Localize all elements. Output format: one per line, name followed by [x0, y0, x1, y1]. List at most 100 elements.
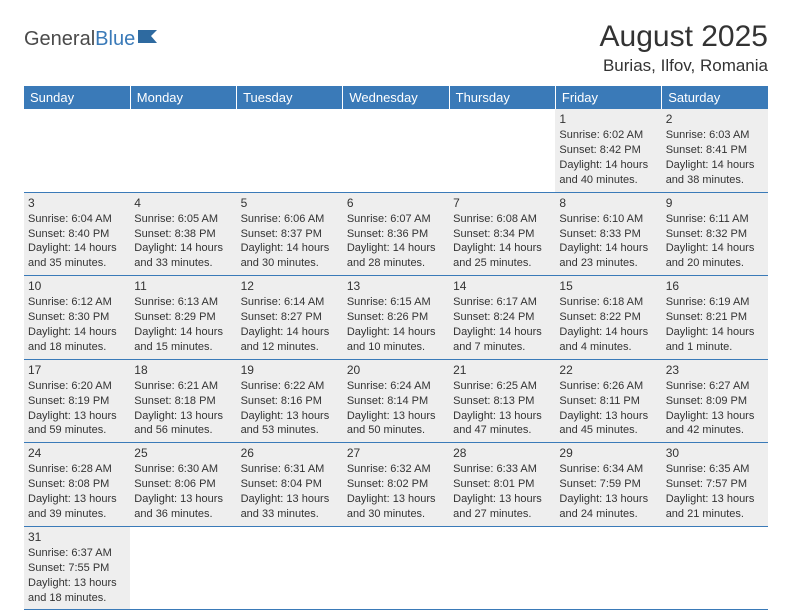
- sunset-text: Sunset: 8:08 PM: [28, 477, 126, 492]
- sunset-text: Sunset: 8:26 PM: [347, 310, 445, 325]
- calendar-day-cell: 26Sunrise: 6:31 AMSunset: 8:04 PMDayligh…: [237, 443, 343, 527]
- daylight-text: Daylight: 14 hours and 35 minutes.: [28, 241, 126, 271]
- calendar-day-cell: 15Sunrise: 6:18 AMSunset: 8:22 PMDayligh…: [555, 276, 661, 360]
- calendar-day-cell: 12Sunrise: 6:14 AMSunset: 8:27 PMDayligh…: [237, 276, 343, 360]
- day-number: 22: [559, 362, 657, 379]
- daylight-text: Daylight: 13 hours and 30 minutes.: [347, 492, 445, 522]
- day-number: 12: [241, 278, 339, 295]
- day-number: 15: [559, 278, 657, 295]
- daylight-text: Daylight: 14 hours and 33 minutes.: [134, 241, 232, 271]
- sunset-text: Sunset: 8:06 PM: [134, 477, 232, 492]
- sunset-text: Sunset: 8:37 PM: [241, 227, 339, 242]
- sunset-text: Sunset: 8:27 PM: [241, 310, 339, 325]
- title-block: August 2025 Burias, Ilfov, Romania: [600, 20, 768, 76]
- day-number: 10: [28, 278, 126, 295]
- calendar-day-cell: 3Sunrise: 6:04 AMSunset: 8:40 PMDaylight…: [24, 192, 130, 276]
- sunrise-text: Sunrise: 6:34 AM: [559, 462, 657, 477]
- calendar-day-cell: [237, 109, 343, 192]
- calendar-week-row: 3Sunrise: 6:04 AMSunset: 8:40 PMDaylight…: [24, 192, 768, 276]
- calendar-day-cell: [24, 109, 130, 192]
- daylight-text: Daylight: 14 hours and 28 minutes.: [347, 241, 445, 271]
- sunrise-text: Sunrise: 6:20 AM: [28, 379, 126, 394]
- sunset-text: Sunset: 7:57 PM: [666, 477, 764, 492]
- calendar-day-cell: [555, 526, 661, 610]
- day-number: 20: [347, 362, 445, 379]
- daylight-text: Daylight: 13 hours and 45 minutes.: [559, 409, 657, 439]
- sunrise-text: Sunrise: 6:37 AM: [28, 546, 126, 561]
- calendar-day-cell: 4Sunrise: 6:05 AMSunset: 8:38 PMDaylight…: [130, 192, 236, 276]
- day-number: 4: [134, 195, 232, 212]
- sunset-text: Sunset: 8:29 PM: [134, 310, 232, 325]
- calendar-day-cell: [449, 526, 555, 610]
- day-number: 6: [347, 195, 445, 212]
- sunrise-text: Sunrise: 6:28 AM: [28, 462, 126, 477]
- sunrise-text: Sunrise: 6:04 AM: [28, 212, 126, 227]
- sunset-text: Sunset: 8:04 PM: [241, 477, 339, 492]
- calendar-day-cell: [449, 109, 555, 192]
- daylight-text: Daylight: 14 hours and 10 minutes.: [347, 325, 445, 355]
- day-number: 27: [347, 445, 445, 462]
- calendar-day-cell: 17Sunrise: 6:20 AMSunset: 8:19 PMDayligh…: [24, 359, 130, 443]
- sunrise-text: Sunrise: 6:13 AM: [134, 295, 232, 310]
- daylight-text: Daylight: 14 hours and 4 minutes.: [559, 325, 657, 355]
- daylight-text: Daylight: 14 hours and 30 minutes.: [241, 241, 339, 271]
- sunrise-text: Sunrise: 6:11 AM: [666, 212, 764, 227]
- sunrise-text: Sunrise: 6:21 AM: [134, 379, 232, 394]
- daylight-text: Daylight: 13 hours and 47 minutes.: [453, 409, 551, 439]
- calendar-week-row: 31Sunrise: 6:37 AMSunset: 7:55 PMDayligh…: [24, 526, 768, 610]
- day-number: 19: [241, 362, 339, 379]
- sunrise-text: Sunrise: 6:27 AM: [666, 379, 764, 394]
- daylight-text: Daylight: 14 hours and 38 minutes.: [666, 158, 764, 188]
- day-number: 26: [241, 445, 339, 462]
- sunset-text: Sunset: 8:21 PM: [666, 310, 764, 325]
- weekday-header: Thursday: [449, 86, 555, 109]
- daylight-text: Daylight: 13 hours and 42 minutes.: [666, 409, 764, 439]
- day-number: 21: [453, 362, 551, 379]
- calendar-day-cell: 2Sunrise: 6:03 AMSunset: 8:41 PMDaylight…: [662, 109, 768, 192]
- calendar-day-cell: 19Sunrise: 6:22 AMSunset: 8:16 PMDayligh…: [237, 359, 343, 443]
- sunrise-text: Sunrise: 6:22 AM: [241, 379, 339, 394]
- sunrise-text: Sunrise: 6:07 AM: [347, 212, 445, 227]
- calendar-body: 1Sunrise: 6:02 AMSunset: 8:42 PMDaylight…: [24, 109, 768, 610]
- day-number: 2: [666, 111, 764, 128]
- calendar-day-cell: 1Sunrise: 6:02 AMSunset: 8:42 PMDaylight…: [555, 109, 661, 192]
- calendar-day-cell: 25Sunrise: 6:30 AMSunset: 8:06 PMDayligh…: [130, 443, 236, 527]
- daylight-text: Daylight: 14 hours and 15 minutes.: [134, 325, 232, 355]
- calendar-day-cell: [343, 109, 449, 192]
- weekday-header: Tuesday: [237, 86, 343, 109]
- sunset-text: Sunset: 7:59 PM: [559, 477, 657, 492]
- calendar-day-cell: 30Sunrise: 6:35 AMSunset: 7:57 PMDayligh…: [662, 443, 768, 527]
- calendar-day-cell: [343, 526, 449, 610]
- calendar-day-cell: 20Sunrise: 6:24 AMSunset: 8:14 PMDayligh…: [343, 359, 449, 443]
- day-number: 3: [28, 195, 126, 212]
- daylight-text: Daylight: 14 hours and 25 minutes.: [453, 241, 551, 271]
- sunrise-text: Sunrise: 6:05 AM: [134, 212, 232, 227]
- daylight-text: Daylight: 14 hours and 18 minutes.: [28, 325, 126, 355]
- calendar-day-cell: 6Sunrise: 6:07 AMSunset: 8:36 PMDaylight…: [343, 192, 449, 276]
- daylight-text: Daylight: 14 hours and 23 minutes.: [559, 241, 657, 271]
- calendar-week-row: 1Sunrise: 6:02 AMSunset: 8:42 PMDaylight…: [24, 109, 768, 192]
- calendar-week-row: 17Sunrise: 6:20 AMSunset: 8:19 PMDayligh…: [24, 359, 768, 443]
- weekday-header: Monday: [130, 86, 236, 109]
- weekday-header: Sunday: [24, 86, 130, 109]
- calendar-day-cell: 24Sunrise: 6:28 AMSunset: 8:08 PMDayligh…: [24, 443, 130, 527]
- sunset-text: Sunset: 8:32 PM: [666, 227, 764, 242]
- sunrise-text: Sunrise: 6:26 AM: [559, 379, 657, 394]
- sunrise-text: Sunrise: 6:32 AM: [347, 462, 445, 477]
- day-number: 30: [666, 445, 764, 462]
- sunrise-text: Sunrise: 6:15 AM: [347, 295, 445, 310]
- sunrise-text: Sunrise: 6:25 AM: [453, 379, 551, 394]
- logo-text-general: General: [24, 28, 95, 51]
- sunset-text: Sunset: 8:18 PM: [134, 394, 232, 409]
- day-number: 28: [453, 445, 551, 462]
- calendar-table: Sunday Monday Tuesday Wednesday Thursday…: [24, 86, 768, 610]
- day-number: 29: [559, 445, 657, 462]
- sunset-text: Sunset: 8:16 PM: [241, 394, 339, 409]
- day-number: 16: [666, 278, 764, 295]
- sunset-text: Sunset: 8:41 PM: [666, 143, 764, 158]
- month-title: August 2025: [600, 20, 768, 54]
- sunrise-text: Sunrise: 6:17 AM: [453, 295, 551, 310]
- sunset-text: Sunset: 8:11 PM: [559, 394, 657, 409]
- calendar-day-cell: 29Sunrise: 6:34 AMSunset: 7:59 PMDayligh…: [555, 443, 661, 527]
- daylight-text: Daylight: 14 hours and 20 minutes.: [666, 241, 764, 271]
